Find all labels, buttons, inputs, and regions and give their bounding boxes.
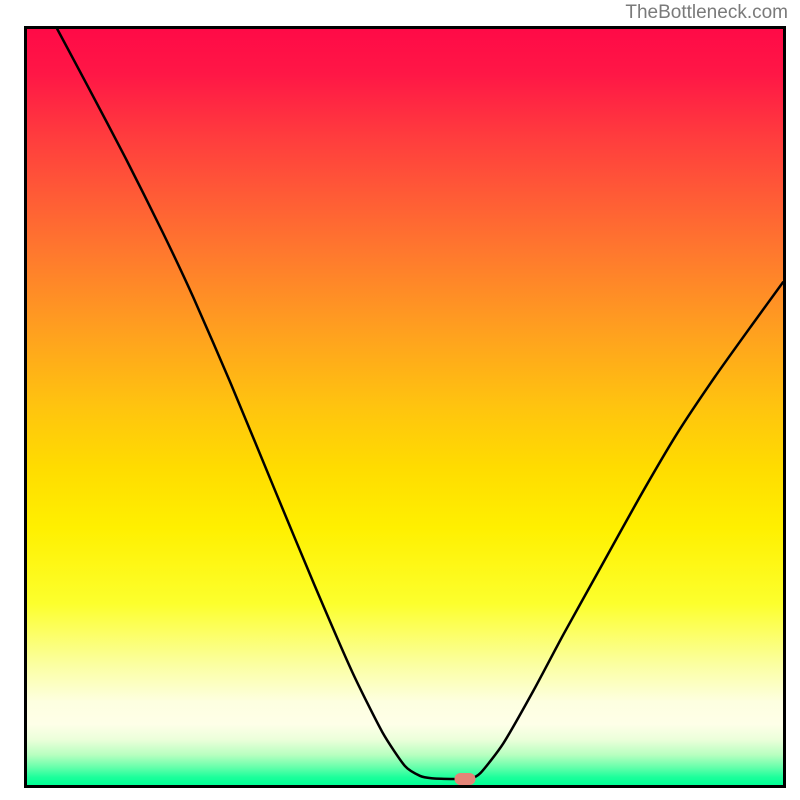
bottleneck-chart: TheBottleneck.com bbox=[0, 0, 800, 800]
bottleneck-curve bbox=[27, 29, 783, 785]
watermark-text: TheBottleneck.com bbox=[625, 2, 788, 24]
plot-area bbox=[24, 26, 786, 788]
optimum-marker bbox=[455, 773, 476, 785]
